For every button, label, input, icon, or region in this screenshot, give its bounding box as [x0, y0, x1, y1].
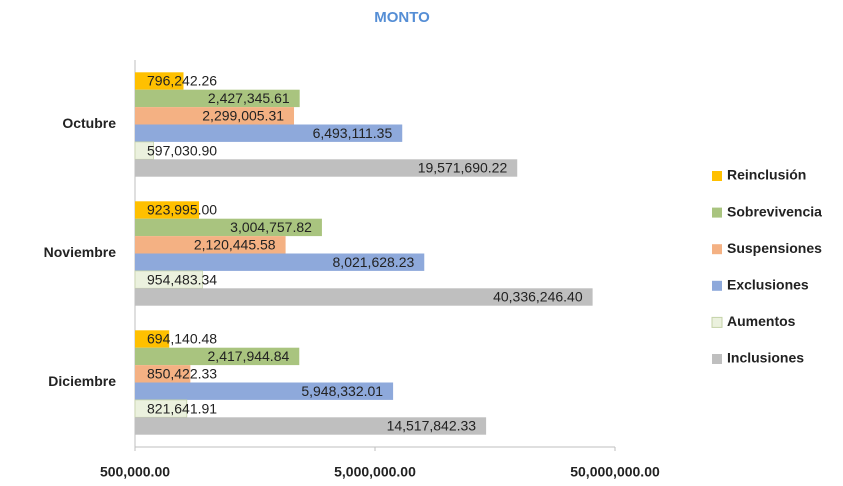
bar: [135, 107, 295, 125]
y-tick-label: Diciembre: [48, 373, 116, 389]
legend-swatch: [712, 280, 722, 291]
legend-swatch: [712, 171, 722, 181]
data-label: 821,641.91: [147, 400, 217, 416]
chart-title: MONTO: [374, 9, 430, 26]
legend-label: Aumentos: [727, 313, 796, 329]
data-label: 2,417,944.84: [208, 348, 290, 364]
data-label: 796,242.26: [147, 73, 217, 89]
bar: [135, 417, 487, 435]
bar: [135, 236, 286, 254]
bar: [135, 330, 170, 348]
bar: [135, 382, 394, 400]
bar: [135, 89, 300, 108]
bar: [135, 253, 425, 271]
bar: [135, 218, 322, 237]
bar: [135, 124, 403, 142]
data-label: 40,336,246.40: [493, 289, 583, 305]
legend-label: Inclusiones: [727, 350, 804, 366]
legend-label: Exclusiones: [727, 277, 809, 293]
legend-swatch: [711, 316, 723, 328]
bar: [135, 159, 518, 177]
data-label: 8,021,628.23: [333, 254, 415, 270]
legend-label: Sobrevivencia: [727, 203, 822, 219]
legend-swatch: [712, 207, 722, 218]
y-tick-label: Octubre: [62, 115, 116, 131]
data-label: 3,004,757.82: [230, 219, 312, 235]
bar: [135, 347, 300, 366]
legend-label: Suspensiones: [727, 240, 822, 256]
data-label: 14,517,842.33: [387, 418, 477, 434]
data-label: 954,483.34: [147, 271, 217, 287]
data-label: 19,571,690.22: [418, 160, 508, 176]
data-label: 597,030.90: [147, 142, 217, 158]
data-label: 6,493,111.35: [313, 125, 393, 141]
bar: [135, 365, 191, 383]
x-tick-label: 5,000,000.00: [334, 464, 416, 480]
x-tick-label: 50,000,000.00: [570, 464, 660, 480]
data-label: 2,427,345.61: [208, 90, 290, 106]
data-label: 2,120,445.58: [194, 237, 276, 253]
data-label: 5,948,332.01: [301, 383, 383, 399]
bar: [134, 141, 154, 160]
data-label: 923,995.00: [147, 202, 217, 218]
data-label: 850,422.33: [147, 366, 217, 382]
y-tick-label: Noviembre: [44, 244, 117, 260]
x-tick-label: 500,000.00: [100, 464, 170, 480]
legend-label: Reinclusión: [727, 167, 806, 183]
legend-swatch: [712, 354, 722, 364]
legend-swatch: [712, 244, 722, 255]
data-label: 2,299,005.31: [202, 108, 284, 124]
bar: [135, 72, 184, 90]
data-label: 694,140.48: [147, 331, 217, 347]
bar: [135, 201, 200, 219]
bar: [135, 288, 593, 306]
